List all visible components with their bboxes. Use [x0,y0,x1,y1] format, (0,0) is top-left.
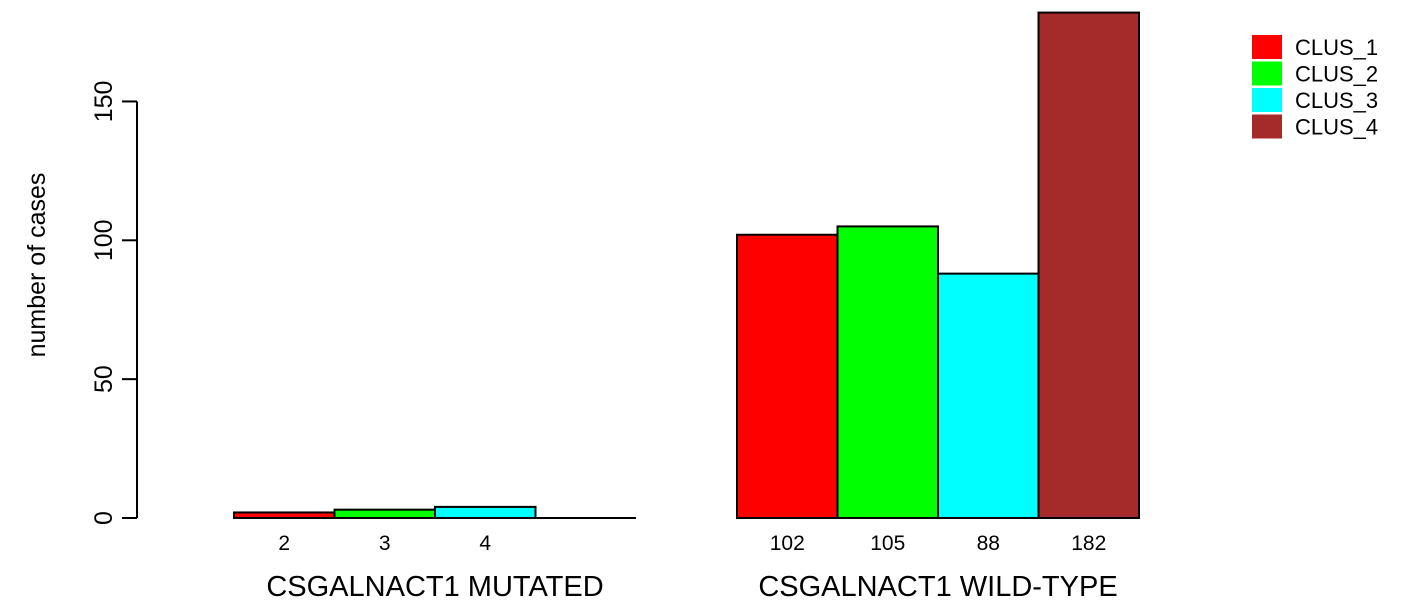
bar-clus-3 [434,505,537,519]
bar-clus-2 [836,225,939,519]
y-tick-label: 50 [90,365,118,393]
y-tick-label: 100 [90,219,118,261]
bar-count-label: 3 [379,532,391,555]
legend-label: CLUS_1 [1295,35,1378,60]
group-mutated: 2 3 4 CSGALNACT1 MUTATED [233,505,636,603]
legend-swatch [1252,114,1282,139]
bar-clus-4 [1037,11,1140,520]
bar-clus-1 [233,511,336,519]
legend-swatch [1252,88,1282,112]
bar-count-label: 102 [770,532,805,555]
bar-clus-3 [937,272,1040,519]
bar-clus-2 [333,508,436,520]
bar-clus-1 [736,233,839,519]
y-tick-label: 0 [90,511,118,525]
bar-count-label: 4 [479,532,491,555]
y-axis-title: number of cases [23,173,51,358]
legend-label: CLUS_3 [1295,88,1378,113]
bar-count-label: 2 [278,532,290,555]
y-tick-label: 150 [90,81,118,123]
legend-swatch [1252,61,1282,86]
bar-count-label: 182 [1071,532,1106,555]
group-label: CSGALNACT1 WILD-TYPE [758,571,1117,603]
legend-label: CLUS_2 [1295,62,1378,87]
group-wild-type: 102 105 88 182 CSGALNACT1 WILD-TYPE [736,11,1140,603]
y-axis: 0 50 100 150 [90,81,138,525]
group-label: CSGALNACT1 MUTATED [266,571,603,603]
legend-swatch [1252,35,1282,59]
bar-count-label: 88 [977,532,1000,555]
legend-label: CLUS_4 [1295,115,1378,140]
bar-count-label: 105 [870,532,905,555]
